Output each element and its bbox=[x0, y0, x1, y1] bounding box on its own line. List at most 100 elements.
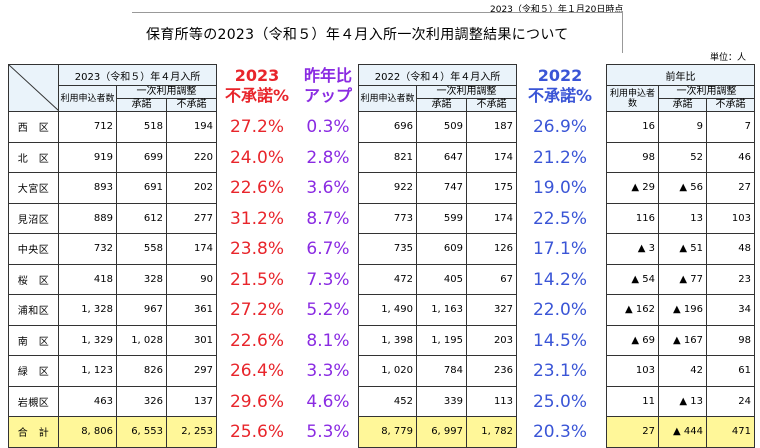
table-row: 浦和区 1, 328 967 361 bbox=[8, 294, 218, 326]
rejection-rate-2022: 17.1% bbox=[532, 239, 587, 259]
rejection-rate-2023: 21.5% bbox=[229, 269, 284, 290]
rejection-rate-2023: 24.0% bbox=[229, 147, 284, 168]
value-c22: 1, 782 bbox=[465, 416, 518, 448]
value-db: 13 bbox=[658, 202, 707, 234]
table-row: 735 609 126 bbox=[358, 233, 518, 265]
ward-name: 緑 区 bbox=[8, 355, 59, 387]
value-dc: 23 bbox=[705, 263, 756, 295]
value-da: 103 bbox=[606, 355, 659, 387]
rejection-rate-2022: 14.2% bbox=[532, 269, 587, 290]
value-a22: 8, 779 bbox=[358, 416, 417, 448]
table-2022: 2022（令和４）年４月入所 利用申込者数 一次利用調整 承諾 不承諾 696 5… bbox=[357, 64, 518, 448]
value-c23: 137 bbox=[165, 385, 218, 417]
rate-2022-heading: 2022 不承諾% bbox=[516, 66, 604, 112]
value-c22: 187 bbox=[465, 111, 518, 143]
group-header-cell-2022: 一次利用調整 承諾 不承諾 bbox=[415, 85, 518, 112]
value-b23: 699 bbox=[116, 141, 167, 173]
table-row: 821 647 174 bbox=[358, 141, 518, 173]
period-2022-header: 2022（令和４）年４月入所 bbox=[357, 64, 518, 86]
value-a23: 1, 123 bbox=[58, 355, 117, 387]
value-a23: 8, 806 bbox=[58, 416, 117, 448]
total-row: 27 ▲ 444 471 bbox=[606, 416, 756, 448]
table-row: ▲ 69 ▲ 167 98 bbox=[606, 324, 756, 356]
table-row: 103 42 61 bbox=[606, 355, 756, 387]
value-a22: 1, 020 bbox=[358, 355, 417, 387]
ward-name: 西 区 bbox=[8, 111, 59, 143]
value-c23: 90 bbox=[165, 263, 218, 295]
value-a23: 418 bbox=[58, 263, 117, 295]
approved-header: 承諾 bbox=[118, 99, 168, 111]
diff-header: 前年比 bbox=[605, 64, 756, 86]
value-da: ▲ 162 bbox=[606, 294, 659, 326]
value-b23: 6, 553 bbox=[116, 416, 167, 448]
increase-heading: 昨年比 アップ bbox=[298, 66, 358, 112]
value-b23: 328 bbox=[116, 263, 167, 295]
table-row: ▲ 29 ▲ 56 27 bbox=[606, 172, 756, 204]
rejection-rate-2023: 29.6% bbox=[229, 391, 284, 412]
value-dc: 471 bbox=[705, 416, 756, 448]
table-row: 16 9 7 bbox=[606, 111, 756, 143]
value-c22: 327 bbox=[465, 294, 518, 326]
rejection-rate-2023: 25.6% bbox=[229, 422, 284, 442]
value-da: ▲ 54 bbox=[606, 263, 659, 295]
value-a22: 452 bbox=[358, 385, 417, 417]
rate-2022-label: 不承諾% bbox=[527, 86, 593, 105]
rate-increase: 3.3% bbox=[306, 361, 350, 381]
date-stamp: 2023（令和５）年１月20日時点 bbox=[490, 5, 624, 15]
approved-header-2022: 承諾 bbox=[418, 99, 468, 111]
rate-increase: 4.6% bbox=[306, 391, 350, 412]
value-db: ▲ 444 bbox=[658, 416, 707, 448]
group-header-cell: 一次利用調整 承諾 不承諾 bbox=[115, 85, 218, 112]
rejection-rate-2023: 22.6% bbox=[229, 178, 284, 198]
value-da: ▲ 69 bbox=[606, 324, 659, 356]
value-c23: 174 bbox=[165, 233, 218, 265]
value-b23: 326 bbox=[116, 385, 167, 417]
value-a23: 1, 328 bbox=[58, 294, 117, 326]
table-row: ▲ 3 ▲ 51 48 bbox=[606, 233, 756, 265]
rejection-rate-2022: 22.5% bbox=[532, 208, 587, 229]
rejection-rate-2022: 21.2% bbox=[532, 147, 587, 168]
value-c22: 236 bbox=[465, 355, 518, 387]
table-row: 1, 398 1, 195 203 bbox=[358, 324, 518, 356]
value-dc: 98 bbox=[705, 324, 756, 356]
group-header-2022: 一次利用調整 bbox=[417, 87, 516, 99]
rejection-rate-2022: 26.9% bbox=[532, 117, 587, 137]
table-row: 98 52 46 bbox=[606, 141, 756, 173]
value-b22: 339 bbox=[416, 385, 467, 417]
table-row: 大宮区 893 691 202 bbox=[8, 172, 218, 204]
approved-header-diff: 承諾 bbox=[660, 99, 708, 111]
rate-increase: 8.1% bbox=[306, 330, 350, 351]
value-c22: 175 bbox=[465, 172, 518, 204]
rejection-rate-2022: 22.0% bbox=[532, 300, 587, 320]
value-b22: 405 bbox=[416, 263, 467, 295]
value-a23: 889 bbox=[58, 202, 117, 234]
value-c22: 67 bbox=[465, 263, 518, 295]
value-dc: 24 bbox=[705, 385, 756, 417]
value-a23: 712 bbox=[58, 111, 117, 143]
rejected-header: 不承諾 bbox=[176, 99, 207, 110]
value-c22: 126 bbox=[465, 233, 518, 265]
value-b22: 599 bbox=[416, 202, 467, 234]
group-header: 一次利用調整 bbox=[117, 87, 216, 99]
value-b22: 509 bbox=[416, 111, 467, 143]
rejected-header-2022: 不承諾 bbox=[476, 99, 507, 110]
value-b22: 1, 195 bbox=[416, 324, 467, 356]
value-c23: 194 bbox=[165, 111, 218, 143]
title-frame bbox=[132, 12, 623, 53]
value-a22: 773 bbox=[358, 202, 417, 234]
rate-increase: 2.8% bbox=[306, 147, 350, 168]
ward-name: 大宮区 bbox=[8, 172, 59, 204]
rejection-rate-2023: 22.6% bbox=[229, 330, 284, 351]
value-a22: 1, 398 bbox=[358, 324, 417, 356]
table-row: 南 区 1, 329 1, 028 301 bbox=[8, 324, 218, 356]
value-a23: 919 bbox=[58, 141, 117, 173]
rejection-rate-2023: 23.8% bbox=[229, 239, 284, 259]
value-c22: 174 bbox=[465, 141, 518, 173]
page-title: 保育所等の2023（令和５）年４月入所一次利用調整結果について bbox=[146, 27, 569, 43]
value-db: 52 bbox=[658, 141, 707, 173]
value-b22: 747 bbox=[416, 172, 467, 204]
increase-column: 昨年比 アップ 0.3% 2.8% 3.6% 8.7% 6.7% 7.3% 5.2% 8.1%… bbox=[298, 66, 358, 448]
rate-increase: 0.3% bbox=[306, 117, 350, 137]
rejection-rate-2023: 27.2% bbox=[229, 117, 284, 137]
value-db: ▲ 51 bbox=[658, 233, 707, 265]
